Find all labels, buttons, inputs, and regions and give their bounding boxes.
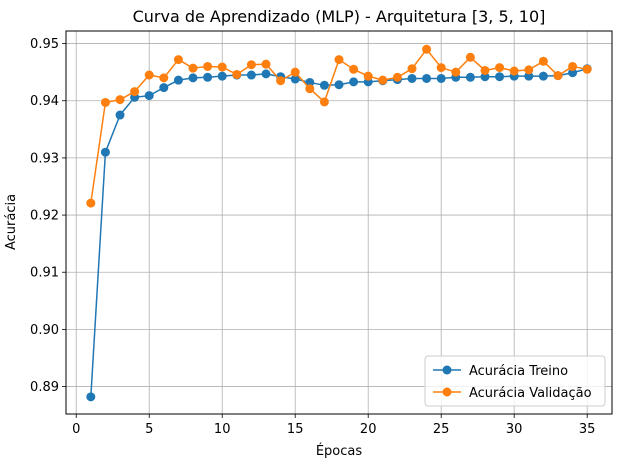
x-tick-label: 0 — [72, 422, 80, 437]
data-point-train — [422, 73, 432, 83]
data-point-validation — [334, 55, 344, 65]
data-point-train — [465, 72, 475, 82]
data-point-validation — [100, 97, 110, 107]
axis-ticks: 0 5 10 15 20 25 30 35 0.89 0.90 0.91 0.92 0.93 0.94 0.… — [30, 37, 595, 437]
data-point-validation — [349, 64, 359, 74]
data-point-train — [436, 73, 446, 83]
data-point-train — [100, 147, 110, 157]
data-point-validation — [188, 63, 198, 73]
data-point-train — [86, 392, 96, 402]
y-axis-label: Acurácia — [4, 194, 19, 250]
data-point-train — [349, 77, 359, 87]
data-point-validation — [130, 87, 140, 97]
legend-marker-train — [442, 365, 452, 375]
x-axis-label: Épocas — [316, 443, 363, 459]
data-point-validation — [232, 69, 242, 79]
data-point-train — [538, 71, 548, 81]
data-point-train — [319, 80, 329, 90]
data-point-validation — [319, 97, 329, 107]
data-point-validation — [363, 71, 373, 81]
data-point-validation — [509, 66, 519, 76]
data-point-train — [261, 69, 271, 79]
data-point-validation — [159, 73, 169, 83]
data-point-train — [290, 74, 300, 84]
grid — [66, 31, 612, 414]
x-tick-label: 5 — [145, 422, 153, 437]
x-tick-label: 25 — [433, 422, 450, 437]
data-point-train — [407, 73, 417, 83]
series-layer — [86, 44, 592, 402]
x-tick-label: 35 — [579, 422, 596, 437]
y-tick-label: 0.91 — [30, 266, 59, 281]
data-point-validation — [436, 63, 446, 73]
data-point-validation — [246, 60, 256, 70]
y-tick-label: 0.92 — [30, 209, 59, 224]
y-tick-label: 0.93 — [30, 151, 59, 166]
y-tick-label: 0.95 — [30, 37, 59, 52]
data-point-validation — [290, 67, 300, 77]
data-point-validation — [261, 59, 271, 69]
y-tick-label: 0.89 — [30, 380, 59, 395]
legend-marker-validation — [442, 387, 452, 397]
data-point-train — [246, 70, 256, 80]
data-point-train — [568, 68, 578, 78]
data-point-validation — [144, 70, 154, 80]
y-tick-label: 0.94 — [30, 94, 59, 109]
x-tick-label: 20 — [360, 422, 377, 437]
legend: Acurácia Treino Acurácia Validação — [424, 355, 606, 407]
legend-label-train: Acurácia Treino — [469, 364, 568, 379]
data-point-train — [480, 72, 490, 82]
data-point-train — [334, 80, 344, 90]
data-point-validation — [86, 198, 96, 208]
data-point-validation — [173, 55, 183, 65]
data-point-validation — [582, 64, 592, 74]
data-point-validation — [465, 52, 475, 62]
data-point-validation — [538, 56, 548, 66]
data-point-validation — [422, 44, 432, 54]
data-point-validation — [392, 72, 402, 82]
plot-frame — [65, 30, 613, 415]
x-tick-label: 10 — [214, 422, 231, 437]
chart-title: Curva de Aprendizado (MLP) - Arquitetura… — [133, 7, 546, 26]
data-point-validation — [217, 62, 227, 72]
legend-box — [424, 355, 606, 407]
y-tick-label: 0.90 — [30, 323, 59, 338]
data-point-validation — [407, 64, 417, 74]
data-point-train — [144, 91, 154, 101]
data-point-validation — [305, 84, 315, 94]
data-point-train — [115, 110, 125, 120]
data-point-validation — [568, 61, 578, 71]
data-point-train — [305, 77, 315, 87]
data-point-train — [217, 71, 227, 81]
data-point-validation — [203, 61, 213, 71]
data-point-validation — [553, 71, 563, 81]
legend-label-validation: Acurácia Validação — [469, 386, 592, 401]
data-point-validation — [480, 65, 490, 75]
data-point-validation — [524, 65, 534, 75]
data-point-validation — [378, 75, 388, 85]
data-point-train — [159, 83, 169, 93]
data-point-validation — [451, 67, 461, 77]
data-point-train — [524, 71, 534, 81]
data-point-validation — [276, 76, 286, 86]
data-point-train — [495, 72, 505, 82]
data-point-validation — [495, 63, 505, 73]
data-point-train — [203, 72, 213, 82]
data-point-train — [173, 75, 183, 85]
x-tick-label: 15 — [287, 422, 304, 437]
data-point-train — [188, 73, 198, 83]
data-point-validation — [115, 95, 125, 105]
x-tick-label: 30 — [506, 422, 523, 437]
